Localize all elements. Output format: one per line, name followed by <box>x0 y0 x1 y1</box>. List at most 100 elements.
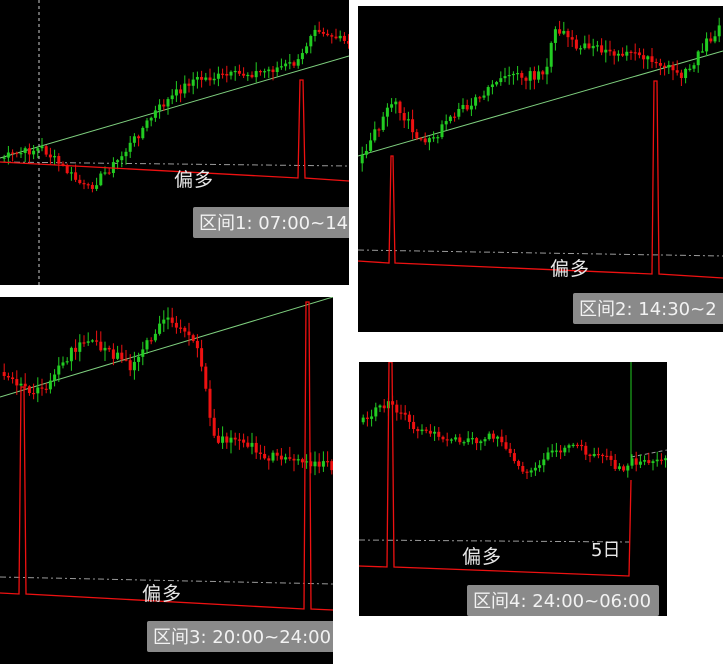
candle-body <box>296 459 300 461</box>
candle-body <box>369 140 373 151</box>
candle-body <box>643 460 647 462</box>
candle-body <box>183 83 187 94</box>
candle-body <box>499 78 503 83</box>
candle-body <box>616 53 620 56</box>
candle-body <box>317 29 321 32</box>
candle-body <box>153 333 157 341</box>
candle-body <box>103 172 107 174</box>
candle-body <box>655 459 659 462</box>
candle-body <box>11 152 15 154</box>
candle-body <box>454 437 458 440</box>
candle-body <box>254 442 258 453</box>
candle-body <box>553 29 557 43</box>
candle-body <box>162 104 166 107</box>
candle-body <box>233 437 237 440</box>
candle-body <box>571 444 575 447</box>
candle-body <box>512 453 516 462</box>
candle-body <box>605 455 609 458</box>
candle-body <box>436 137 440 139</box>
candle-body <box>174 89 178 96</box>
candle-body <box>225 73 229 76</box>
candle-body <box>149 340 153 342</box>
candle-body <box>381 116 385 130</box>
candle-body <box>483 439 487 442</box>
candle-body <box>338 35 342 39</box>
candle-body <box>503 76 507 79</box>
candle-body <box>225 436 229 443</box>
candle-body <box>330 35 334 37</box>
candle-body <box>229 437 233 443</box>
candle-body <box>233 70 237 73</box>
candle-body <box>53 156 57 158</box>
interval-badge: 区间1: 07:00~14 <box>193 207 349 238</box>
candle-body <box>550 450 554 453</box>
candle-body <box>309 36 313 47</box>
candle-body <box>592 454 596 457</box>
candle-body <box>407 414 411 422</box>
candle-body <box>342 35 346 42</box>
candle-body <box>675 70 679 73</box>
candle-body <box>61 362 65 366</box>
candle-body <box>32 150 36 155</box>
candle-body <box>69 347 73 362</box>
candle-body <box>563 447 567 453</box>
candle-body <box>567 445 571 448</box>
candle-body <box>650 56 654 62</box>
candle-body <box>120 352 124 360</box>
price-chart-3[interactable] <box>0 297 333 664</box>
candle-body <box>688 68 692 70</box>
candle-body <box>453 116 457 118</box>
candle-body <box>621 53 625 56</box>
candle-body <box>124 151 128 157</box>
candle-body <box>86 184 90 186</box>
candle-body <box>419 138 423 140</box>
candle-body <box>629 51 633 53</box>
candle-body <box>78 342 82 352</box>
candle-body <box>524 77 528 81</box>
price-chart-4[interactable] <box>359 362 667 616</box>
candle-body <box>128 142 132 152</box>
candle-body <box>57 365 61 375</box>
candle-body <box>82 183 86 185</box>
candle-body <box>684 68 688 79</box>
candle-body <box>179 327 183 329</box>
candle-body <box>82 342 86 344</box>
candle-body <box>204 366 208 389</box>
candle-body <box>36 148 40 151</box>
candle-body <box>200 76 204 80</box>
candle-body <box>579 48 583 50</box>
candle-body <box>170 95 174 100</box>
reference-line <box>358 249 723 257</box>
candle-body <box>361 417 365 423</box>
candle-body <box>412 421 416 430</box>
candle-body <box>625 51 629 56</box>
candle-body <box>395 404 399 413</box>
candle-body <box>462 442 466 444</box>
candle-body <box>541 71 545 75</box>
candle-body <box>40 387 44 389</box>
candle-body <box>634 458 638 465</box>
candle-body <box>601 454 605 457</box>
candle-body <box>465 104 469 110</box>
candle-body <box>153 110 157 118</box>
candle-body <box>479 441 483 444</box>
candle-body <box>11 377 15 380</box>
candle-body <box>525 471 529 473</box>
candle-body <box>508 448 512 454</box>
candle-body <box>317 461 321 467</box>
candle-body <box>591 45 595 49</box>
chart-panel-3: 偏多 区间3: 20:00~24:00 <box>0 297 333 664</box>
candle-body <box>200 348 204 367</box>
candle-body <box>74 347 78 352</box>
candle-body <box>27 148 31 155</box>
candle-body <box>279 455 283 460</box>
price-chart-2[interactable] <box>358 6 723 332</box>
candle-body <box>107 172 111 174</box>
candle-body <box>275 67 279 73</box>
price-chart-1[interactable] <box>0 0 349 285</box>
candle-body <box>608 49 612 52</box>
candle-body <box>667 64 671 68</box>
candle-body <box>23 148 27 154</box>
candle-body <box>145 340 149 350</box>
candle-body <box>415 132 419 139</box>
